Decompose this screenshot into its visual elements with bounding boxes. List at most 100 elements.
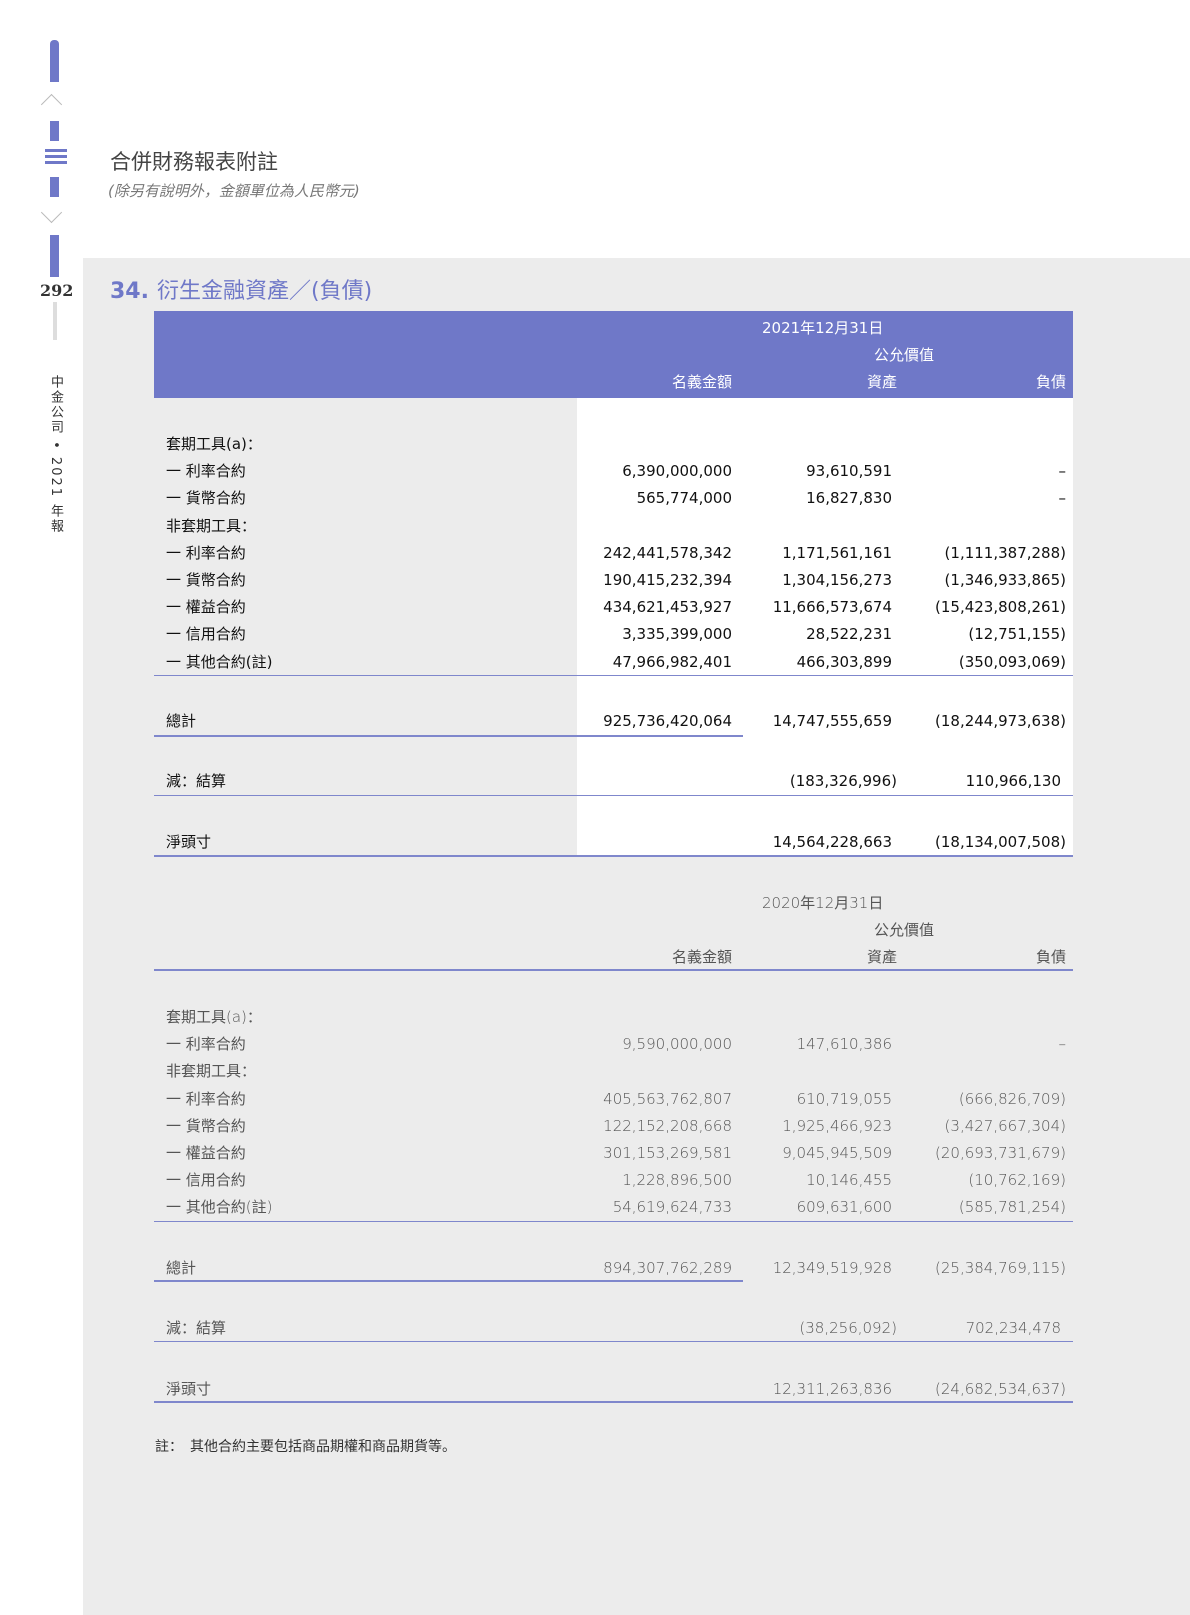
table-row-liability-value: (1,346,933,865) bbox=[944, 571, 1066, 589]
table-row-liability-value: (10,762,169) bbox=[968, 1171, 1066, 1189]
nav-bar-segment bbox=[50, 177, 59, 197]
footnote: 註： 其他合約主要包括商品期權和商品期貨等。 bbox=[155, 1439, 456, 1455]
table-2021-header-band bbox=[154, 311, 1073, 398]
table-2020-fair-value-header: 公允價值 bbox=[874, 921, 935, 939]
table-2020-total-rule bbox=[154, 1280, 743, 1282]
table-row-label: 套期工具(a)： bbox=[166, 1008, 262, 1026]
table-2021-net-position-label: 淨頭寸 bbox=[166, 833, 212, 851]
table-2020-column-header-asset: 資產 bbox=[866, 948, 897, 966]
table-2021-fair-value-header: 公允價值 bbox=[874, 346, 935, 364]
table-row-notional-value: 1,228,896,500 bbox=[622, 1171, 732, 1189]
nav-bar-segment bbox=[50, 40, 59, 82]
table-2020-less-settlement-liability-value: 702,234,478 bbox=[965, 1319, 1061, 1337]
table-2021-date-header: 2021年12月31日 bbox=[762, 319, 884, 337]
table-2021-column-header-liability: 負債 bbox=[1035, 373, 1066, 391]
table-2020-less-settlement-asset-value: (38,256,092) bbox=[799, 1319, 897, 1337]
table-row-asset-value: 1,925,466,923 bbox=[782, 1117, 892, 1135]
table-row-asset-value: 28,522,231 bbox=[806, 625, 892, 643]
table-row-liability-value: (3,427,667,304) bbox=[944, 1117, 1066, 1135]
table-row-notional-value: 301,153,269,581 bbox=[603, 1144, 732, 1162]
table-row-liability-value: (20,693,731,679) bbox=[935, 1144, 1066, 1162]
table-2021-total-liability-value: (18,244,973,638) bbox=[935, 712, 1066, 730]
page-title: 合併財務報表附註 bbox=[110, 150, 278, 174]
table-row-notional-value: 122,152,208,668 bbox=[603, 1117, 732, 1135]
table-row-notional-value: 9,590,000,000 bbox=[622, 1035, 732, 1053]
table-row-label: 一 權益合約 bbox=[166, 598, 246, 616]
table-row-label: 一 利率合約 bbox=[166, 1090, 246, 1108]
table-row-label: 一 利率合約 bbox=[166, 544, 246, 562]
table-row-liability-value: (666,826,709) bbox=[958, 1090, 1066, 1108]
table-2020-total-liability-value: (25,384,769,115) bbox=[935, 1259, 1066, 1277]
table-2020-net-rule bbox=[154, 1401, 1073, 1403]
section-heading: 34. 衍生金融資產／(負債) bbox=[110, 273, 372, 305]
table-2020-net-position-asset-value: 12,311,263,836 bbox=[772, 1380, 892, 1398]
table-row-asset-value: 1,304,156,273 bbox=[782, 571, 892, 589]
table-row-label: 一 利率合約 bbox=[166, 462, 246, 480]
table-2021-value-background bbox=[577, 398, 1073, 856]
table-2020-settlement-rule bbox=[154, 1341, 1073, 1342]
table-2020-total-label: 總計 bbox=[166, 1259, 197, 1277]
table-row-liability-value: – bbox=[1058, 489, 1067, 507]
table-2020-column-header-liability: 負債 bbox=[1035, 948, 1066, 966]
table-row-asset-value: 1,171,561,161 bbox=[782, 544, 892, 562]
section-number: 34. bbox=[110, 279, 149, 304]
table-row-notional-value: 190,415,232,394 bbox=[603, 571, 732, 589]
table-2021-net-position-liability-value: (18,134,007,508) bbox=[935, 833, 1066, 851]
table-2021-total-notional-value: 925,736,420,064 bbox=[603, 712, 732, 730]
table-row-label: 非套期工具： bbox=[166, 1062, 257, 1080]
table-2021-less-settlement-label: 減：結算 bbox=[166, 772, 227, 790]
table-row-liability-value: (15,423,808,261) bbox=[935, 598, 1066, 616]
table-row-label: 非套期工具： bbox=[166, 517, 257, 535]
page-number: 292 bbox=[40, 281, 74, 300]
table-2021-less-settlement-liability-value: 110,966,130 bbox=[965, 772, 1061, 790]
table-row-asset-value: 10,146,455 bbox=[806, 1171, 892, 1189]
table-row-label: 一 貨幣合約 bbox=[166, 571, 246, 589]
table-row-liability-value: (12,751,155) bbox=[968, 625, 1066, 643]
table-row-asset-value: 16,827,830 bbox=[806, 489, 892, 507]
table-row-label: 一 其他合約(註) bbox=[166, 653, 273, 671]
table-2021-total-label: 總計 bbox=[166, 712, 197, 730]
table-2020-column-header-notional: 名義金額 bbox=[671, 948, 732, 966]
table-2021-subtotal-rule bbox=[154, 675, 1073, 676]
chevron-down-icon[interactable] bbox=[40, 201, 63, 224]
table-row-liability-value: – bbox=[1058, 462, 1067, 480]
table-row-label: 一 權益合約 bbox=[166, 1144, 246, 1162]
table-row-liability-value: – bbox=[1058, 1035, 1067, 1053]
table-row-label: 套期工具(a)： bbox=[166, 435, 262, 453]
table-2021-column-header-notional: 名義金額 bbox=[671, 373, 732, 391]
table-row-notional-value: 405,563,762,807 bbox=[603, 1090, 732, 1108]
table-2021-net-rule bbox=[154, 855, 1073, 857]
table-2020-total-notional-value: 894,307,762,289 bbox=[603, 1259, 732, 1277]
table-row-asset-value: 11,666,573,674 bbox=[772, 598, 892, 616]
table-row-notional-value: 47,966,982,401 bbox=[612, 653, 732, 671]
table-row-notional-value: 434,621,453,927 bbox=[603, 598, 732, 616]
table-row-asset-value: 9,045,945,509 bbox=[782, 1144, 892, 1162]
table-2020-date-header: 2020年12月31日 bbox=[762, 894, 884, 912]
table-row-notional-value: 565,774,000 bbox=[636, 489, 732, 507]
chevron-up-icon[interactable] bbox=[40, 93, 63, 116]
table-2020-header-rule bbox=[154, 969, 1073, 971]
company-report-label: 中金公司 • 2021 年報 bbox=[48, 375, 63, 535]
table-row-liability-value: (1,111,387,288) bbox=[944, 544, 1066, 562]
table-row-label: 一 其他合約(註) bbox=[166, 1198, 273, 1216]
table-row-asset-value: 466,303,899 bbox=[796, 653, 892, 671]
table-2021-total-rule bbox=[154, 735, 743, 737]
table-row-label: 一 貨幣合約 bbox=[166, 1117, 246, 1135]
table-row-asset-value: 610,719,055 bbox=[796, 1090, 892, 1108]
table-2020-net-position-liability-value: (24,682,534,637) bbox=[935, 1380, 1066, 1398]
table-2021-column-header-asset: 資產 bbox=[866, 373, 897, 391]
table-row-asset-value: 147,610,386 bbox=[796, 1035, 892, 1053]
nav-bar-segment bbox=[50, 235, 59, 277]
page-subtitle: (除另有說明外，金額單位為人民幣元) bbox=[108, 182, 360, 200]
table-row-notional-value: 6,390,000,000 bbox=[622, 462, 732, 480]
table-2021-settlement-rule bbox=[154, 795, 1073, 796]
table-row-asset-value: 93,610,591 bbox=[806, 462, 892, 480]
table-2020-total-asset-value: 12,349,519,928 bbox=[772, 1259, 892, 1277]
table-2020-less-settlement-label: 減：結算 bbox=[166, 1319, 227, 1337]
table-row-asset-value: 609,631,600 bbox=[796, 1198, 892, 1216]
table-row-liability-value: (350,093,069) bbox=[958, 653, 1066, 671]
table-2021-net-position-asset-value: 14,564,228,663 bbox=[772, 833, 892, 851]
table-row-label: 一 信用合約 bbox=[166, 625, 246, 643]
table-row-label: 一 利率合約 bbox=[166, 1035, 246, 1053]
menu-list-icon[interactable] bbox=[45, 149, 67, 164]
